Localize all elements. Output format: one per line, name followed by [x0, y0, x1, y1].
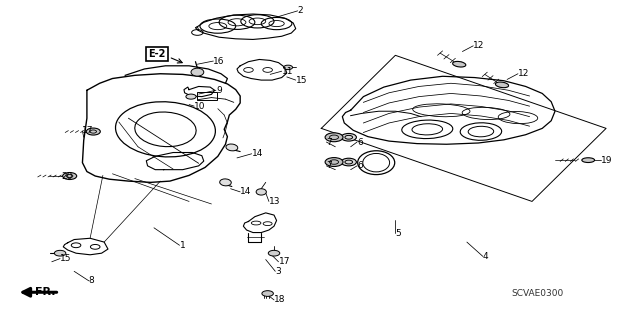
Text: 7: 7: [326, 137, 332, 146]
Text: E-2: E-2: [148, 49, 166, 59]
Ellipse shape: [220, 179, 231, 186]
Ellipse shape: [256, 189, 266, 195]
Ellipse shape: [54, 250, 66, 256]
Text: 15: 15: [60, 254, 72, 263]
Ellipse shape: [452, 61, 466, 67]
Ellipse shape: [262, 291, 273, 296]
Ellipse shape: [341, 133, 356, 141]
Text: FR.: FR.: [35, 287, 56, 297]
Text: 17: 17: [278, 257, 290, 266]
Text: 14: 14: [252, 149, 263, 158]
Text: 5: 5: [396, 229, 401, 238]
Ellipse shape: [325, 158, 343, 167]
Ellipse shape: [341, 158, 356, 166]
Ellipse shape: [495, 82, 509, 88]
Text: 12: 12: [473, 41, 484, 50]
Ellipse shape: [268, 250, 280, 256]
Ellipse shape: [63, 173, 77, 180]
Text: 4: 4: [483, 252, 488, 261]
Text: 17: 17: [83, 126, 94, 135]
Text: 16: 16: [213, 56, 225, 65]
Text: 1: 1: [179, 241, 185, 250]
Text: 15: 15: [296, 76, 307, 85]
Text: 3: 3: [275, 267, 281, 276]
Ellipse shape: [191, 68, 204, 76]
Text: 9: 9: [216, 86, 221, 95]
Text: 2: 2: [298, 6, 303, 15]
Text: 20: 20: [61, 172, 73, 181]
Text: 7: 7: [326, 161, 332, 170]
Text: 8: 8: [89, 276, 95, 285]
Ellipse shape: [325, 133, 343, 142]
Text: 11: 11: [282, 67, 293, 76]
Text: 6: 6: [357, 137, 363, 146]
Text: 6: 6: [357, 161, 363, 170]
Ellipse shape: [226, 144, 238, 151]
Ellipse shape: [582, 158, 595, 162]
Text: 10: 10: [194, 102, 205, 111]
Text: SCVAE0300: SCVAE0300: [511, 289, 563, 298]
Text: 18: 18: [274, 295, 285, 304]
Text: 12: 12: [518, 69, 529, 78]
Ellipse shape: [284, 65, 292, 70]
Text: 14: 14: [240, 187, 252, 197]
Ellipse shape: [86, 128, 100, 135]
Text: 13: 13: [269, 197, 280, 206]
Text: 19: 19: [601, 156, 612, 165]
Ellipse shape: [186, 94, 196, 99]
